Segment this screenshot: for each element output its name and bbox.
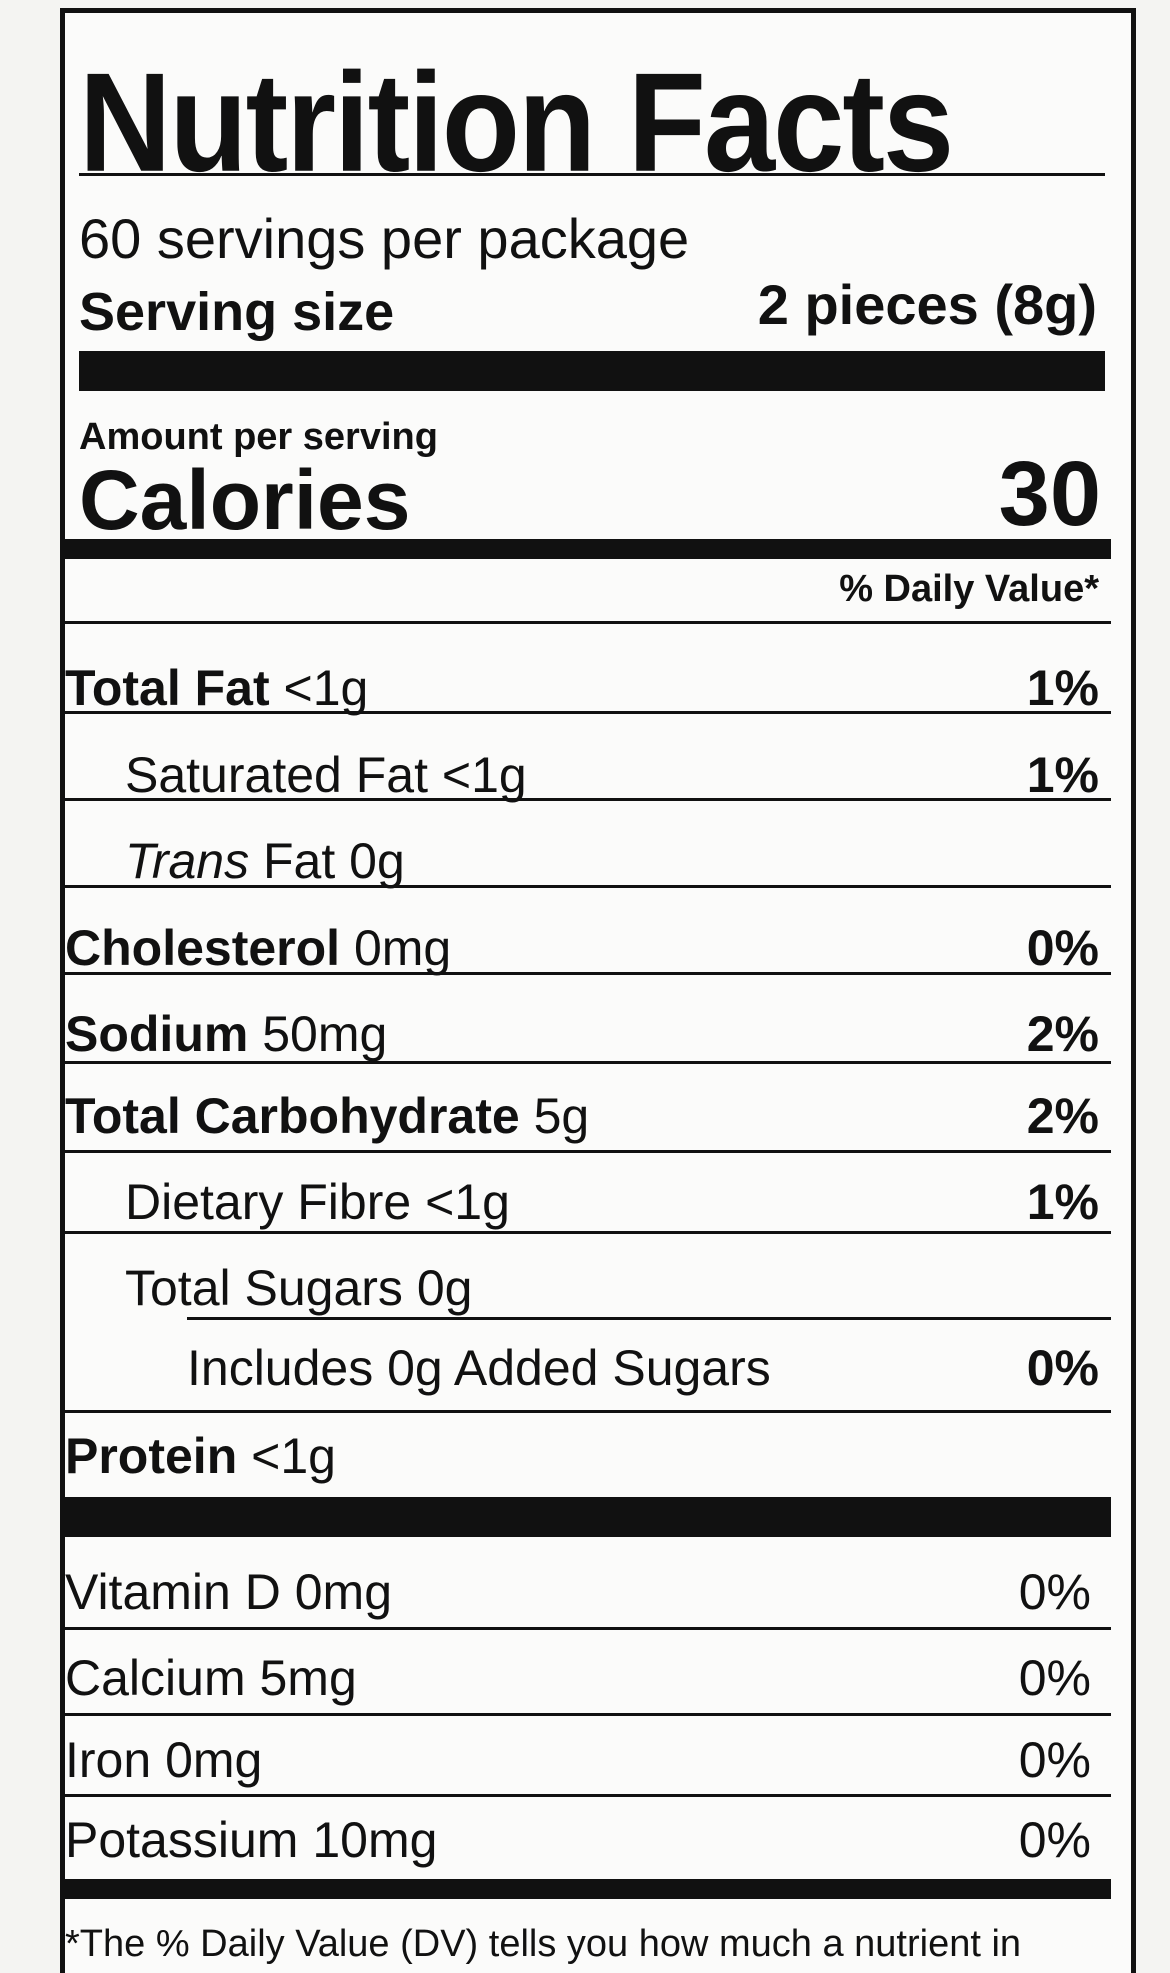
nutrient-dv: 0% bbox=[1026, 1340, 1099, 1396]
nutrient-row: Saturated Fat <1g 1% bbox=[65, 750, 1131, 810]
nutrient: Total Carbohydrate 5g bbox=[65, 1091, 589, 1141]
vitamin-dv: 0% bbox=[1018, 1564, 1091, 1620]
serving-size-value: 2 pieces (8g) bbox=[757, 273, 1097, 336]
rule bbox=[65, 711, 1111, 714]
vitamin-name: Calcium bbox=[65, 1650, 246, 1706]
nutrient-row: Total Sugars 0g bbox=[65, 1263, 1131, 1323]
nutrient-row: Dietary Fibre <1g 1% bbox=[65, 1177, 1131, 1237]
vitamin: Potassium 10mg bbox=[65, 1815, 437, 1865]
rule bbox=[79, 173, 1105, 176]
nutrient-amount: 0g bbox=[416, 1260, 473, 1316]
nutrient-dv: 1% bbox=[1026, 660, 1099, 716]
nutrient: Protein <1g bbox=[65, 1431, 336, 1481]
vitamin-name: Vitamin D bbox=[65, 1564, 281, 1620]
nutrient-name: Dietary Fibre bbox=[125, 1174, 412, 1230]
serving-size-label: Serving size bbox=[79, 282, 395, 342]
vitamin: Calcium 5mg bbox=[65, 1653, 357, 1703]
nutrient-row: Sodium 50mg 2% bbox=[65, 1009, 1131, 1069]
nutrient-row: Total Carbohydrate 5g 2% bbox=[65, 1091, 1131, 1151]
vitamin-row: Vitamin D 0mg 0% bbox=[65, 1567, 1131, 1627]
vitamin-amount: 0mg bbox=[165, 1732, 263, 1788]
nutrition-label: Nutrition Facts 60 servings per package … bbox=[60, 8, 1136, 1973]
nutrient-dv: 1% bbox=[1026, 747, 1099, 803]
nutrient-name-italic: Trans bbox=[125, 833, 250, 889]
nutrient: Saturated Fat <1g bbox=[125, 750, 527, 800]
vitamin-row: Iron 0mg 0% bbox=[65, 1735, 1131, 1795]
nutrient: Trans Fat 0g bbox=[125, 836, 405, 886]
nutrient-amount: <1g bbox=[425, 1174, 510, 1230]
rule bbox=[65, 621, 1111, 624]
nutrient-name: Total Carbohydrate bbox=[65, 1088, 520, 1144]
thick-rule bbox=[79, 351, 1105, 391]
rule bbox=[65, 798, 1111, 801]
nutrient-amount: 50mg bbox=[262, 1006, 388, 1062]
nutrient-amount: <1g bbox=[251, 1428, 336, 1484]
footnote: *The % Daily Value (DV) tells you how mu… bbox=[65, 1923, 1022, 1965]
nutrient-name: Includes 0g Added Sugars bbox=[187, 1340, 771, 1396]
nutrient-dv: 2% bbox=[1026, 1006, 1099, 1062]
rule bbox=[65, 972, 1111, 975]
rule bbox=[65, 1231, 1111, 1234]
vitamin-row: Potassium 10mg 0% bbox=[65, 1815, 1131, 1875]
nutrient-name: Protein bbox=[65, 1428, 238, 1484]
nutrient: Cholesterol 0mg bbox=[65, 923, 451, 973]
nutrient-name: Sodium bbox=[65, 1006, 249, 1062]
daily-value-header: % Daily Value* bbox=[839, 568, 1099, 610]
nutrient-row: Cholesterol 0mg 0% bbox=[65, 923, 1131, 983]
rule bbox=[187, 1317, 1111, 1320]
nutrient-name: Total Fat bbox=[65, 660, 270, 716]
nutrient: Dietary Fibre <1g bbox=[125, 1177, 510, 1227]
amount-per-serving: Amount per serving bbox=[79, 416, 438, 458]
rule bbox=[65, 885, 1111, 888]
nutrient: Total Fat <1g bbox=[65, 663, 368, 713]
rule bbox=[65, 1061, 1111, 1064]
nutrient-row: Protein <1g bbox=[65, 1431, 1131, 1491]
thick-rule bbox=[65, 1497, 1111, 1537]
nutrient-row: Trans Fat 0g bbox=[65, 836, 1131, 896]
nutrient-dv: 0% bbox=[1026, 920, 1099, 976]
rule bbox=[65, 1410, 1111, 1413]
vitamin: Iron 0mg bbox=[65, 1735, 262, 1785]
nutrient-name: Saturated Fat bbox=[125, 747, 428, 803]
nutrient-row: Includes 0g Added Sugars 0% bbox=[65, 1343, 1131, 1403]
medium-rule bbox=[65, 1879, 1111, 1899]
vitamin-amount: 10mg bbox=[312, 1812, 438, 1868]
nutrient-dv: 1% bbox=[1026, 1174, 1099, 1230]
nutrient-name: Total Sugars bbox=[125, 1260, 403, 1316]
label-title: Nutrition Facts bbox=[79, 44, 954, 202]
nutrient-amount: <1g bbox=[283, 660, 369, 716]
servings-per-package: 60 servings per package bbox=[79, 207, 690, 270]
vitamin-amount: 0mg bbox=[294, 1564, 392, 1620]
rule bbox=[65, 1713, 1111, 1716]
vitamin-dv: 0% bbox=[1018, 1812, 1091, 1868]
nutrient: Total Sugars 0g bbox=[125, 1263, 472, 1313]
nutrient: Sodium 50mg bbox=[65, 1009, 387, 1059]
nutrient-name: Fat bbox=[263, 833, 336, 889]
calories-label: Calories bbox=[79, 453, 411, 547]
vitamin-row: Calcium 5mg 0% bbox=[65, 1653, 1131, 1713]
nutrient-row: Total Fat <1g 1% bbox=[65, 663, 1131, 723]
rule bbox=[65, 1150, 1111, 1153]
vitamin-name: Potassium bbox=[65, 1812, 299, 1868]
vitamin: Vitamin D 0mg bbox=[65, 1567, 392, 1617]
rule bbox=[65, 1627, 1111, 1630]
nutrient-amount: 5g bbox=[533, 1088, 590, 1144]
nutrient-amount: 0mg bbox=[353, 920, 452, 976]
vitamin-amount: 5mg bbox=[259, 1650, 357, 1706]
vitamin-dv: 0% bbox=[1018, 1732, 1091, 1788]
vitamin-name: Iron bbox=[65, 1732, 152, 1788]
nutrient-amount: <1g bbox=[441, 747, 527, 803]
calories-value: 30 bbox=[998, 443, 1101, 545]
vitamin-dv: 0% bbox=[1018, 1650, 1091, 1706]
medium-rule bbox=[65, 539, 1111, 559]
nutrient-amount: 0g bbox=[349, 833, 405, 889]
nutrient-name: Cholesterol bbox=[65, 920, 341, 976]
nutrient-dv: 2% bbox=[1026, 1088, 1099, 1144]
rule bbox=[65, 1794, 1111, 1797]
